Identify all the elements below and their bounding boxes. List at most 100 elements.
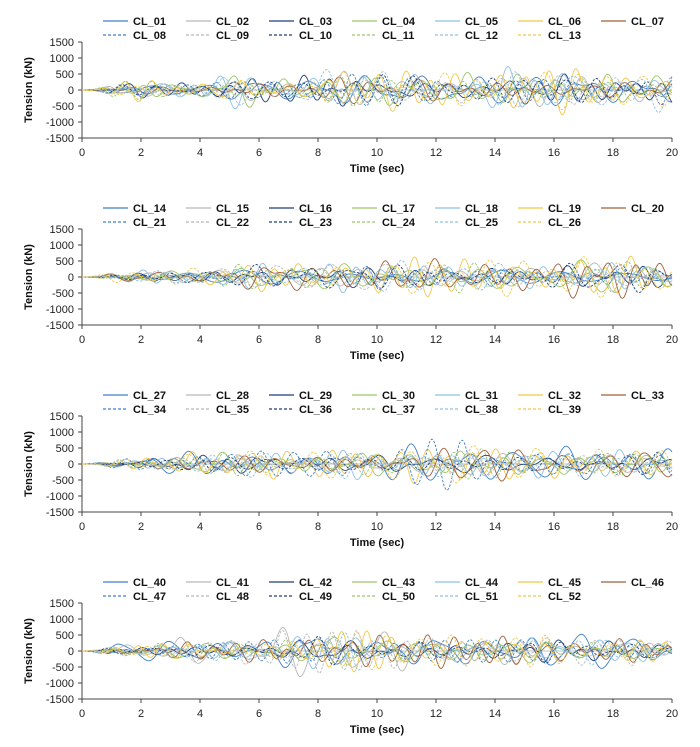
legend-label-cl-26: CL_26 (548, 217, 581, 229)
legend-label-cl-52: CL_52 (548, 591, 581, 603)
legend-label-cl-05: CL_05 (465, 16, 498, 28)
legend-label-cl-31: CL_31 (465, 390, 498, 402)
chart-panel-4: CL_40 CL_41 CL_42 CL_43 CL_44 CL_45 CL_46 CL_47… (23, 577, 678, 736)
x-tick-label: 6 (256, 521, 262, 533)
y-tick-label: -1500 (46, 320, 74, 332)
legend-label-cl-41: CL_41 (216, 577, 249, 589)
x-tick-label: 2 (138, 334, 144, 346)
y-tick-label: -500 (52, 662, 74, 674)
x-tick-label: 20 (666, 334, 678, 346)
x-tick-label: 2 (138, 147, 144, 159)
x-tick-label: 10 (371, 708, 383, 720)
series-line-cl-26 (82, 256, 673, 299)
legend-label-cl-22: CL_22 (216, 217, 249, 229)
y-tick-label: -1000 (46, 117, 74, 129)
x-tick-label: 0 (79, 521, 85, 533)
y-tick-label: -500 (52, 288, 74, 300)
x-tick-label: 2 (138, 521, 144, 533)
x-tick-label: 6 (256, 334, 262, 346)
series-line-cl-21 (82, 265, 673, 291)
series-line-cl-11 (82, 74, 673, 107)
x-tick-label: 6 (256, 708, 262, 720)
y-tick-label: 0 (68, 459, 74, 471)
legend-label-cl-45: CL_45 (548, 577, 581, 589)
series-line-cl-13 (82, 71, 673, 111)
x-tick-label: 0 (79, 147, 85, 159)
series-line-cl-28 (82, 452, 673, 477)
legend-label-cl-36: CL_36 (299, 404, 332, 416)
series-line-cl-08 (82, 73, 673, 106)
y-tick-label: 0 (68, 646, 74, 658)
x-tick-label: 12 (430, 334, 442, 346)
legend-label-cl-35: CL_35 (216, 404, 249, 416)
legend-label-cl-06: CL_06 (548, 16, 581, 28)
y-tick-label: 1000 (50, 614, 74, 626)
chart-panel-2: CL_14 CL_15 CL_16 CL_17 CL_18 CL_19 CL_20 CL_21… (23, 203, 678, 362)
legend-label-cl-02: CL_02 (216, 16, 249, 28)
x-tick-label: 20 (666, 521, 678, 533)
legend-label-cl-43: CL_43 (382, 577, 415, 589)
x-tick-label: 8 (315, 521, 321, 533)
legend-label-cl-47: CL_47 (133, 591, 166, 603)
legend-label-cl-11: CL_11 (382, 30, 414, 42)
x-tick-label: 2 (138, 708, 144, 720)
x-tick-label: 14 (489, 521, 501, 533)
y-tick-label: 1000 (50, 240, 74, 252)
y-tick-label: -1500 (46, 133, 74, 145)
series-line-cl-20 (82, 258, 673, 299)
x-tick-label: 12 (430, 521, 442, 533)
y-axis-label: Tension (kN) (23, 57, 35, 123)
x-tick-label: 10 (371, 147, 383, 159)
y-tick-label: 0 (68, 272, 74, 284)
x-tick-label: 6 (256, 147, 262, 159)
legend-label-cl-27: CL_27 (133, 390, 166, 402)
series-line-cl-39 (82, 445, 673, 484)
legend-label-cl-51: CL_51 (465, 591, 498, 603)
y-axis-label: Tension (kN) (23, 618, 35, 684)
legend-label-cl-12: CL_12 (465, 30, 498, 42)
legend-label-cl-49: CL_49 (299, 591, 332, 603)
series-line-cl-50 (82, 635, 673, 666)
x-tick-label: 14 (489, 334, 501, 346)
x-tick-label: 10 (371, 334, 383, 346)
series-line-cl-51 (82, 632, 673, 671)
x-tick-label: 16 (548, 147, 560, 159)
series-line-cl-35 (82, 455, 673, 473)
chart-panel-1: CL_01 CL_02 CL_03 CL_04 CL_05 CL_06 CL_07 CL_08… (23, 16, 678, 175)
series-line-cl-10 (82, 74, 673, 107)
x-tick-label: 4 (197, 708, 203, 720)
legend-label-cl-16: CL_16 (299, 203, 332, 215)
legend-label-cl-24: CL_24 (382, 217, 416, 229)
series-line-cl-52 (82, 632, 673, 670)
series-line-cl-12 (82, 69, 673, 113)
series-line-cl-34 (82, 438, 673, 491)
y-tick-label: -1500 (46, 507, 74, 519)
legend-label-cl-14: CL_14 (133, 203, 167, 215)
legend-label-cl-32: CL_32 (548, 390, 581, 402)
x-tick-label: 4 (197, 521, 203, 533)
x-tick-label: 20 (666, 708, 678, 720)
x-tick-label: 8 (315, 708, 321, 720)
series-line-cl-41 (82, 626, 673, 678)
legend-label-cl-44: CL_44 (465, 577, 499, 589)
legend-label-cl-20: CL_20 (631, 203, 664, 215)
series-line-cl-47 (82, 639, 673, 664)
series-line-cl-17 (82, 259, 673, 293)
y-tick-label: 1500 (50, 598, 74, 610)
legend-label-cl-46: CL_46 (631, 577, 664, 589)
series-line-cl-22 (82, 263, 673, 290)
legend-label-cl-39: CL_39 (548, 404, 581, 416)
series-line-cl-09 (82, 75, 673, 108)
y-tick-label: 1500 (50, 411, 74, 423)
legend-label-cl-30: CL_30 (382, 390, 415, 402)
x-tick-label: 12 (430, 147, 442, 159)
legend-label-cl-15: CL_15 (216, 203, 249, 215)
legend-label-cl-37: CL_37 (382, 404, 415, 416)
x-axis-label: Time (sec) (350, 163, 405, 175)
legend-label-cl-08: CL_08 (133, 30, 166, 42)
x-tick-label: 4 (197, 334, 203, 346)
legend-label-cl-10: CL_10 (299, 30, 332, 42)
y-tick-label: 1000 (50, 53, 74, 65)
x-tick-label: 16 (548, 334, 560, 346)
